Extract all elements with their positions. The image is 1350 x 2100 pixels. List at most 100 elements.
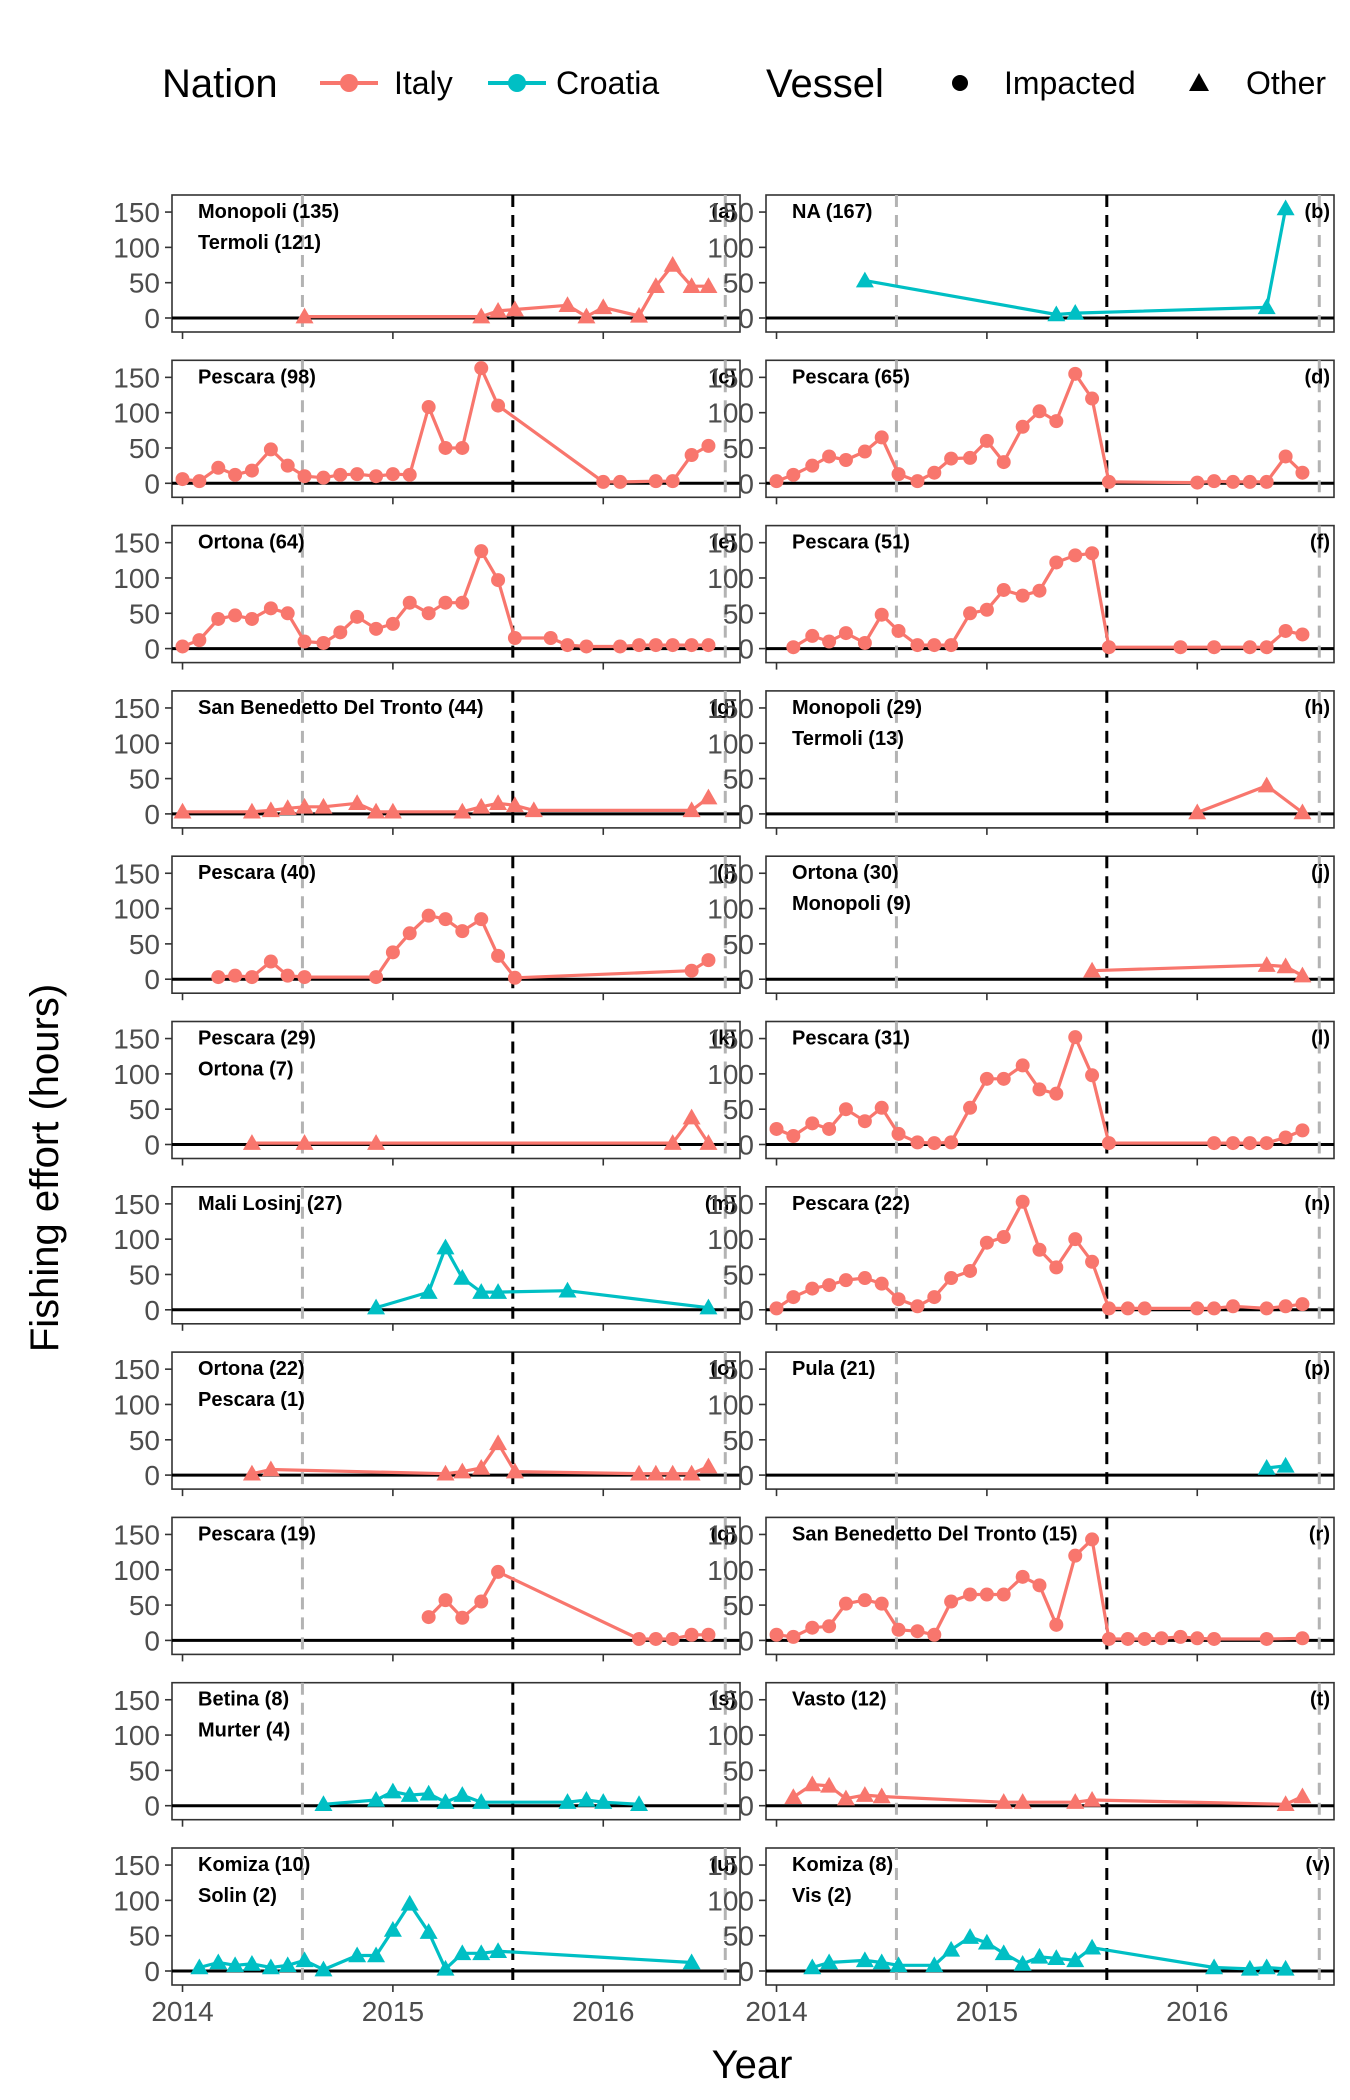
y-tick-label: 100 — [707, 1224, 754, 1255]
panel-k: 0 50 100 150 Pescara (29) Ortona (7) (k) — [113, 1020, 741, 1166]
data-point — [786, 1129, 801, 1144]
panel-frame — [171, 690, 741, 829]
data-point — [977, 1933, 996, 1950]
data-point — [822, 1278, 837, 1293]
y-tick-label: 150 — [113, 1850, 160, 1881]
data-point — [474, 544, 489, 559]
data-point — [400, 1786, 419, 1802]
data-point — [927, 1136, 942, 1151]
data-point — [211, 460, 226, 475]
panel-id: (d) — [1304, 366, 1330, 388]
data-point — [925, 1956, 944, 1973]
port-label: Solin (2) — [198, 1885, 277, 1907]
data-point — [1276, 957, 1295, 974]
data-point — [630, 1464, 649, 1481]
data-point — [491, 1564, 506, 1579]
data-point — [1278, 623, 1293, 638]
y-tick-label: 50 — [723, 1590, 754, 1621]
data-point — [1207, 1631, 1222, 1646]
data-point — [507, 970, 522, 985]
data-point — [979, 1235, 994, 1250]
data-point — [489, 794, 508, 811]
data-point — [1015, 1569, 1030, 1584]
data-point — [996, 582, 1011, 597]
data-point — [491, 573, 506, 588]
panel-id: (m) — [705, 1193, 736, 1215]
data-point — [1190, 475, 1205, 490]
port-label: Monopoli (29) — [792, 697, 922, 719]
data-point — [1066, 304, 1085, 320]
data-point — [1276, 1959, 1295, 1976]
y-tick-label: 150 — [707, 693, 754, 724]
y-tick-label: 100 — [113, 894, 160, 925]
data-point — [369, 621, 384, 636]
panel-id: (q) — [710, 1523, 736, 1545]
data-point — [367, 1791, 386, 1807]
y-tick-label: 100 — [707, 232, 754, 263]
data-point — [857, 444, 872, 459]
data-point — [682, 1953, 701, 1970]
panel-f: 0 50 100 150 Pescara (51) (f) — [707, 524, 1335, 670]
data-point — [244, 463, 259, 478]
data-point — [369, 970, 384, 985]
y-tick-label: 100 — [707, 1555, 754, 1586]
data-point — [367, 1298, 386, 1315]
y-tick-label: 100 — [707, 1720, 754, 1751]
data-point — [872, 1787, 891, 1804]
data-point — [663, 1134, 682, 1150]
data-point — [963, 450, 978, 465]
port-label: Monopoli (9) — [792, 893, 911, 915]
data-point — [1083, 1938, 1102, 1955]
data-point — [820, 1776, 839, 1793]
data-point — [436, 1959, 455, 1976]
port-label: Betina (8) — [198, 1689, 289, 1711]
data-point — [1101, 1631, 1116, 1646]
y-tick-label: 0 — [738, 1130, 754, 1161]
port-label: Pescara (31) — [792, 1028, 910, 1050]
data-point — [594, 298, 613, 315]
data-point — [316, 635, 331, 650]
y-tick-label: 0 — [144, 1460, 160, 1491]
data-point — [558, 1281, 577, 1298]
data-point — [786, 1629, 801, 1644]
data-point — [1257, 1459, 1276, 1475]
data-point — [786, 640, 801, 655]
port-label: San Benedetto Del Tronto (44) — [198, 697, 484, 719]
y-tick-label: 150 — [707, 1685, 754, 1716]
data-point — [278, 799, 297, 815]
data-point — [474, 361, 489, 376]
y-tick-label: 150 — [707, 1189, 754, 1220]
data-point — [963, 606, 978, 621]
y-tick-label: 50 — [129, 1094, 160, 1125]
data-point — [244, 970, 259, 985]
y-tick-label: 50 — [723, 1425, 754, 1456]
data-point — [855, 1951, 874, 1968]
data-point — [910, 1299, 925, 1314]
data-point — [472, 1793, 491, 1809]
x-tick-label: 2015 — [362, 1996, 424, 2027]
data-point — [1257, 1958, 1276, 1975]
y-tick-label: 50 — [723, 1094, 754, 1125]
data-point — [1278, 449, 1293, 464]
y-tick-label: 150 — [707, 197, 754, 228]
data-point — [1173, 1629, 1188, 1644]
data-point — [1205, 1958, 1224, 1975]
series-line — [775, 1200, 1303, 1311]
data-point — [226, 1956, 245, 1973]
data-point — [489, 1283, 508, 1299]
y-tick-label: 150 — [707, 1850, 754, 1881]
data-point — [665, 1631, 680, 1646]
panel-frame — [765, 359, 1335, 499]
data-point — [192, 633, 207, 648]
data-point — [1137, 1631, 1152, 1646]
data-point — [211, 611, 226, 626]
data-point — [438, 1593, 453, 1608]
y-tick-label: 0 — [738, 799, 754, 830]
data-point — [665, 474, 680, 489]
data-point — [278, 1956, 297, 1973]
data-point — [453, 1462, 472, 1479]
port-label: Ortona (30) — [792, 862, 899, 884]
data-point — [701, 638, 716, 653]
y-tick-label: 0 — [738, 1956, 754, 1987]
data-point — [348, 1946, 367, 1963]
